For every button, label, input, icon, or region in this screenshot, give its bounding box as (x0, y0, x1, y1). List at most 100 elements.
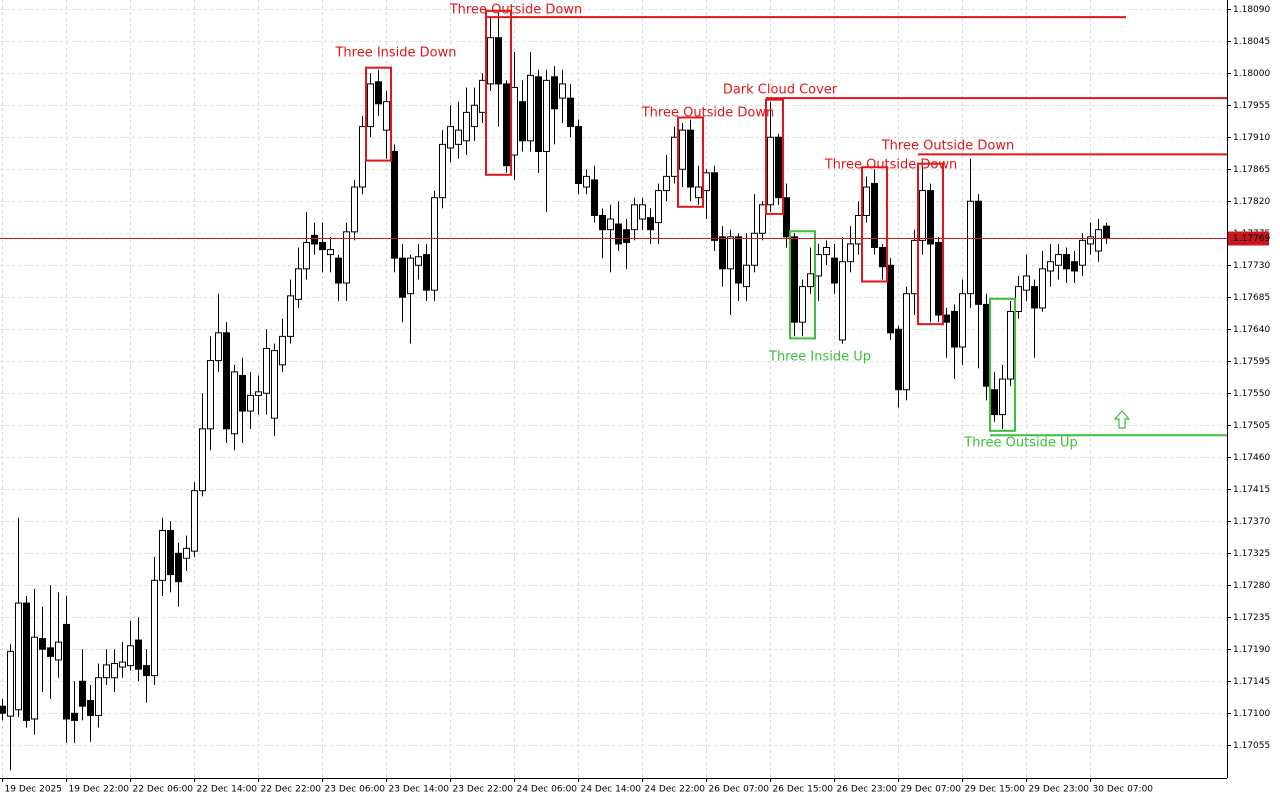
y-tick-label: 1.17865 (1233, 165, 1270, 175)
y-tick-label: 1.17100 (1233, 709, 1270, 719)
candle-body (815, 254, 822, 277)
y-tick-label: 1.17055 (1233, 741, 1270, 751)
candle-body (431, 197, 438, 291)
candle-body (503, 83, 510, 167)
pattern-label: Three Inside Down (334, 46, 456, 61)
candle-body (951, 310, 958, 348)
candle-body (783, 197, 790, 238)
candle-body (991, 389, 998, 416)
candle-body (127, 645, 134, 667)
candle-body (95, 677, 102, 716)
candle-body (415, 256, 422, 266)
candle-body (599, 214, 606, 231)
y-tick-label: 1.17190 (1233, 645, 1270, 655)
candle-body (63, 623, 70, 720)
candle-body (711, 172, 718, 241)
candle-body (775, 136, 782, 199)
candle-body (479, 79, 486, 113)
x-tick-label: 29 Dec 15:00 (965, 785, 1026, 795)
x-tick-label: 24 Dec 06:00 (517, 785, 578, 795)
y-tick-label: 1.18090 (1233, 5, 1270, 15)
candle-body (671, 136, 678, 177)
candle-body (263, 347, 270, 394)
candle-body (727, 236, 734, 270)
candle-body (919, 190, 926, 241)
pattern-label: Three Outside Up (963, 436, 1077, 451)
y-tick-label: 1.18045 (1233, 37, 1270, 47)
x-tick-label: 24 Dec 22:00 (645, 785, 706, 795)
candle-body (287, 295, 294, 337)
candle-body (239, 374, 246, 412)
candle-body (943, 314, 950, 323)
candle-body (575, 126, 582, 184)
current-price-tag (1228, 231, 1269, 246)
y-tick-label: 1.17280 (1233, 581, 1270, 591)
candle-body (847, 243, 854, 263)
candle-body (767, 136, 774, 206)
pattern-box (365, 66, 392, 162)
current-price-label: 1.17769 (1233, 234, 1270, 244)
pattern-label: Three Outside Down (641, 106, 775, 121)
candle-body (535, 76, 542, 152)
candle-body (791, 236, 798, 323)
candle-body (223, 332, 230, 430)
x-tick-label: 22 Dec 06:00 (133, 785, 194, 795)
candle-body (975, 200, 982, 305)
candle-body (967, 200, 974, 295)
candle-body (1063, 254, 1070, 270)
candle-body (319, 242, 326, 251)
candle-body (911, 239, 918, 295)
candle-body (607, 218, 614, 231)
candle-body (1055, 254, 1062, 266)
y-tick-label: 1.17730 (1233, 261, 1270, 271)
candle-body (927, 190, 934, 245)
candle-body (703, 172, 710, 192)
candle-body (871, 182, 878, 248)
candle-body (215, 332, 222, 362)
candle-body (455, 129, 462, 145)
candle-body (1079, 239, 1086, 266)
candle-body (23, 602, 30, 721)
candle-body (143, 665, 150, 677)
y-tick-label: 1.17505 (1233, 421, 1270, 431)
candle-body (247, 394, 254, 412)
x-tick-label: 24 Dec 14:00 (581, 785, 642, 795)
candle-body (295, 268, 302, 300)
candle-body (527, 74, 534, 142)
candle-body (1071, 261, 1078, 272)
candle-body (759, 204, 766, 234)
candle-body (879, 246, 886, 268)
y-tick-label: 1.18000 (1233, 69, 1270, 79)
x-tick-label: 22 Dec 14:00 (197, 785, 258, 795)
candle-body (615, 223, 622, 245)
candle-body (71, 712, 78, 721)
pattern-label: Three Inside Up (768, 350, 871, 365)
candle-body (1039, 268, 1046, 309)
up-arrow-icon (1113, 410, 1131, 429)
y-tick-label: 1.17415 (1233, 485, 1270, 495)
x-tick-label: 26 Dec 15:00 (773, 785, 834, 795)
y-tick-label: 1.17325 (1233, 549, 1270, 559)
candle-body (183, 547, 190, 559)
candle-body (935, 242, 942, 316)
pattern-box (989, 297, 1016, 432)
candle-body (751, 232, 758, 266)
y-tick-label: 1.17550 (1233, 389, 1270, 399)
candle-body (743, 264, 750, 288)
candle-body (103, 664, 110, 679)
candle-body (543, 79, 550, 152)
candle-body (623, 229, 630, 244)
candle-body (159, 530, 166, 581)
pattern-label: Three Outside Down (881, 139, 1015, 154)
x-tick-label: 23 Dec 14:00 (389, 785, 450, 795)
candle-body (655, 190, 662, 224)
candle-body (111, 663, 118, 679)
y-tick-label: 1.17820 (1233, 197, 1270, 207)
y-tick-label: 1.17685 (1233, 293, 1270, 303)
candle-body (983, 303, 990, 387)
candle-body (559, 83, 566, 99)
x-tick-label: 19 Dec 22:00 (69, 785, 130, 795)
y-tick-label: 1.17460 (1233, 453, 1270, 463)
candle-body (471, 104, 478, 128)
candle-body (887, 264, 894, 334)
